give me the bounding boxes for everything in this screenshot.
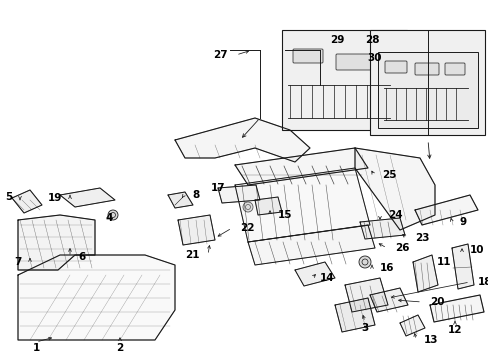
Circle shape xyxy=(243,202,252,212)
Polygon shape xyxy=(399,315,424,336)
Text: 3: 3 xyxy=(361,323,368,333)
Text: 19: 19 xyxy=(47,193,62,203)
Polygon shape xyxy=(60,188,115,207)
Polygon shape xyxy=(451,244,473,289)
FancyBboxPatch shape xyxy=(335,54,377,70)
FancyBboxPatch shape xyxy=(292,49,323,63)
Text: 27: 27 xyxy=(213,50,227,60)
Text: 9: 9 xyxy=(459,217,466,227)
Polygon shape xyxy=(345,278,387,312)
Text: 7: 7 xyxy=(15,257,22,267)
Text: 12: 12 xyxy=(447,325,461,335)
Polygon shape xyxy=(359,218,404,239)
Text: 28: 28 xyxy=(365,35,379,45)
Text: 8: 8 xyxy=(192,190,199,200)
Polygon shape xyxy=(12,190,42,213)
FancyBboxPatch shape xyxy=(444,63,464,75)
Polygon shape xyxy=(168,192,193,208)
Text: 10: 10 xyxy=(469,245,484,255)
Polygon shape xyxy=(369,288,407,312)
Polygon shape xyxy=(247,225,374,265)
Text: 18: 18 xyxy=(477,277,488,287)
Polygon shape xyxy=(218,185,260,203)
Text: 20: 20 xyxy=(429,297,444,307)
Polygon shape xyxy=(354,148,434,230)
Text: 25: 25 xyxy=(381,170,396,180)
Polygon shape xyxy=(414,195,477,225)
Text: 1: 1 xyxy=(32,343,40,353)
Text: 15: 15 xyxy=(278,210,292,220)
Polygon shape xyxy=(334,298,374,332)
Text: 14: 14 xyxy=(319,273,334,283)
Text: 5: 5 xyxy=(5,192,12,202)
FancyBboxPatch shape xyxy=(384,61,406,73)
Text: 26: 26 xyxy=(394,243,408,253)
Bar xyxy=(369,30,484,135)
Polygon shape xyxy=(18,255,175,340)
Polygon shape xyxy=(178,215,215,245)
Text: 6: 6 xyxy=(78,252,85,262)
Circle shape xyxy=(108,210,118,220)
Text: 11: 11 xyxy=(436,257,450,267)
Text: 13: 13 xyxy=(423,335,438,345)
Text: 17: 17 xyxy=(210,183,224,193)
Polygon shape xyxy=(294,262,334,286)
Polygon shape xyxy=(175,118,309,162)
Polygon shape xyxy=(254,197,282,215)
Polygon shape xyxy=(235,168,369,242)
Polygon shape xyxy=(18,215,95,270)
Circle shape xyxy=(358,256,370,268)
Text: 21: 21 xyxy=(185,250,200,260)
Text: 24: 24 xyxy=(387,210,402,220)
Polygon shape xyxy=(412,255,437,292)
Text: 4: 4 xyxy=(105,213,112,223)
Bar xyxy=(282,30,406,130)
Text: 22: 22 xyxy=(240,223,254,233)
Text: 16: 16 xyxy=(379,263,394,273)
Text: 2: 2 xyxy=(116,343,123,353)
FancyBboxPatch shape xyxy=(414,63,438,75)
Text: 30: 30 xyxy=(367,53,381,63)
Text: 29: 29 xyxy=(329,35,344,45)
Bar xyxy=(377,52,477,128)
Polygon shape xyxy=(429,295,483,322)
Polygon shape xyxy=(235,148,367,185)
Text: 23: 23 xyxy=(414,233,428,243)
